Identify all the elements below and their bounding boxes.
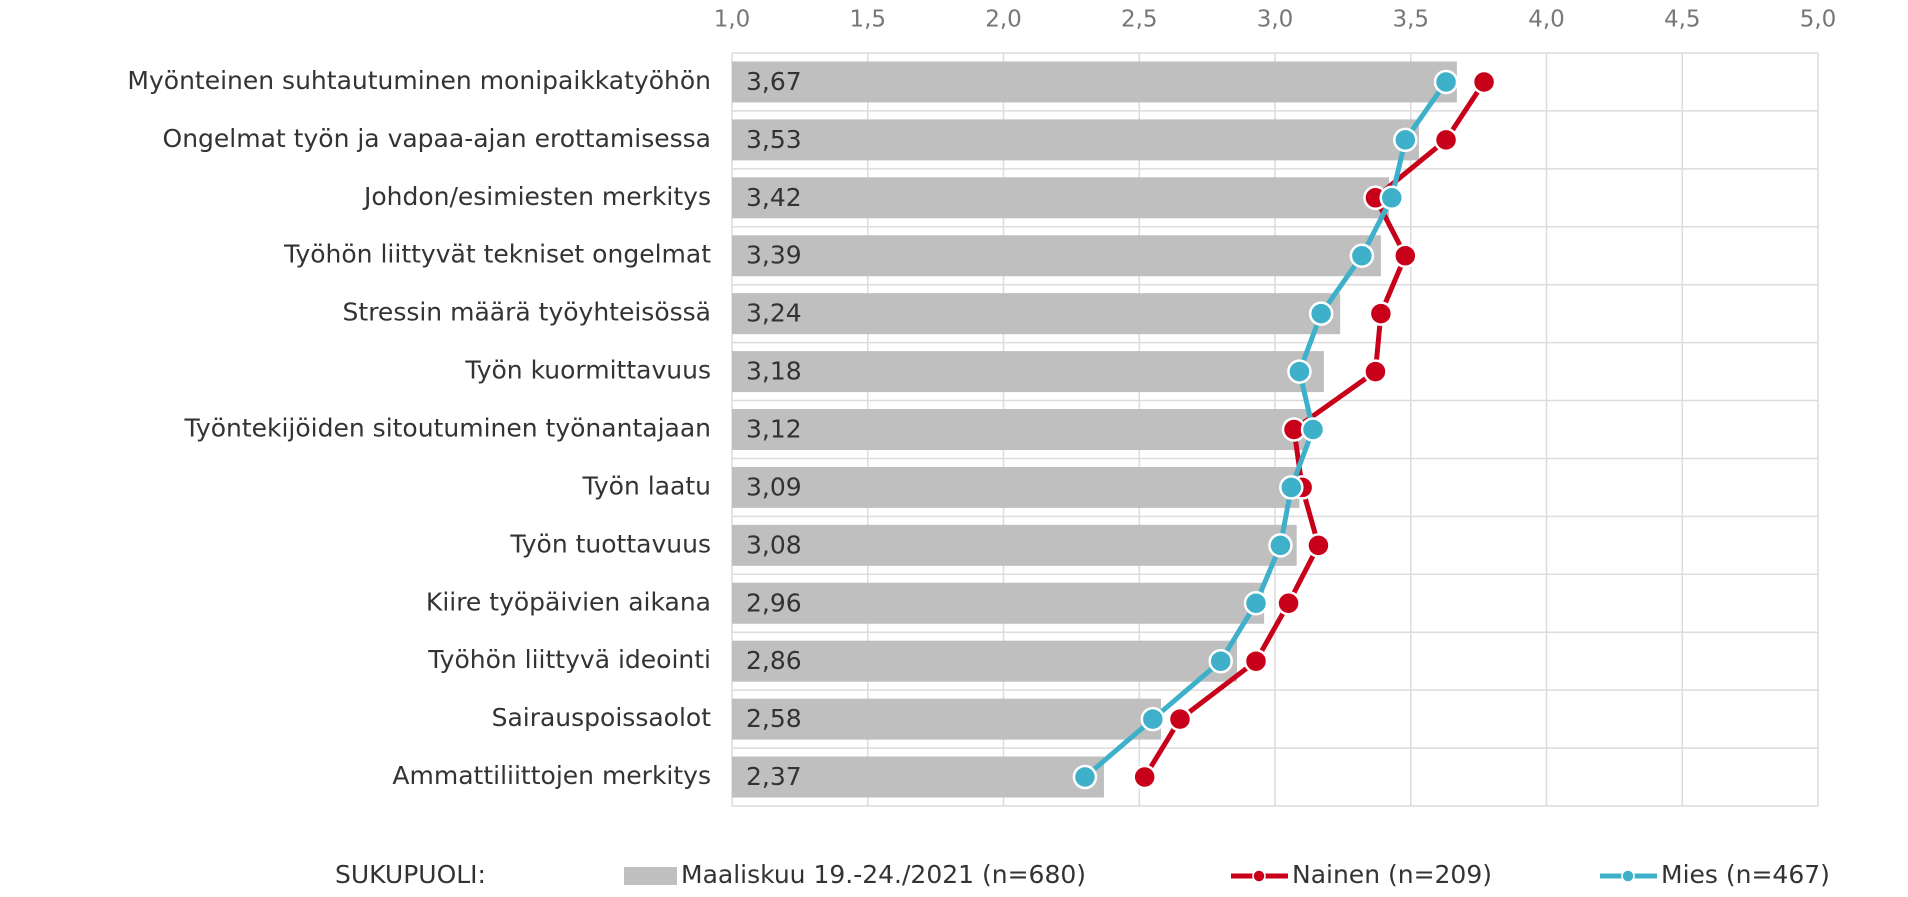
- marker: [1132, 764, 1157, 790]
- value-label: 3,67: [746, 67, 802, 96]
- y-tick-label: Johdon/esimiesten merkitys: [362, 182, 711, 211]
- value-label: 2,86: [746, 646, 802, 675]
- marker: [1363, 359, 1388, 384]
- value-label: 2,58: [746, 704, 802, 733]
- bar: [732, 293, 1341, 335]
- bar: [732, 235, 1381, 277]
- marker: [1349, 243, 1375, 268]
- y-tick-label: Työntekijöiden sitoutuminen työnantajaan: [184, 414, 711, 443]
- value-label: 3,39: [746, 241, 802, 270]
- x-tick-label: 3,0: [1257, 7, 1294, 33]
- y-tick-label: Työn laatu: [582, 471, 712, 500]
- marker: [1471, 69, 1497, 95]
- marker: [1167, 706, 1193, 732]
- marker: [1287, 359, 1312, 384]
- bar: [732, 119, 1419, 161]
- marker: [1243, 648, 1269, 674]
- marker: [1300, 417, 1326, 442]
- bar: [732, 466, 1300, 508]
- marker: [1243, 591, 1269, 616]
- marker: [1393, 127, 1418, 153]
- x-tick-label: 2,5: [1121, 7, 1158, 33]
- x-tick-label: 4,0: [1528, 7, 1565, 33]
- legend-title: SUKUPUOLI:: [335, 860, 486, 889]
- legend-swatch: [1621, 869, 1635, 883]
- bar: [732, 582, 1265, 624]
- bar: [732, 177, 1390, 219]
- legend-label: Maaliskuu 19.-24./2021 (n=680): [681, 860, 1086, 889]
- value-label: 2,37: [746, 762, 802, 791]
- bar: [732, 756, 1104, 798]
- bar: [732, 524, 1297, 566]
- value-label: 3,09: [746, 472, 802, 501]
- x-tick-label: 2,0: [985, 7, 1022, 33]
- value-label: 3,12: [746, 415, 802, 444]
- y-tick-label: Työhön liittyvä ideointi: [427, 645, 711, 674]
- bar: [732, 61, 1457, 103]
- marker: [1276, 591, 1301, 616]
- marker: [1279, 475, 1304, 500]
- marker: [1140, 706, 1166, 732]
- y-tick-label: Kiire työpäivien aikana: [426, 587, 711, 616]
- bar: [732, 698, 1161, 740]
- legend-swatch: [1252, 869, 1266, 883]
- x-tick-label: 1,0: [714, 7, 751, 33]
- x-tick-label: 1,5: [849, 7, 886, 33]
- legend-label: Mies (n=467): [1661, 860, 1830, 889]
- value-label: 3,53: [746, 125, 802, 154]
- y-tick-label: Stressin määrä työyhteisössä: [343, 298, 711, 327]
- legend-swatch: [624, 867, 677, 885]
- marker: [1433, 127, 1459, 153]
- y-tick-label: Työhön liittyvät tekniset ongelmat: [283, 240, 711, 269]
- marker: [1379, 185, 1404, 211]
- x-tick-label: 3,5: [1392, 7, 1429, 33]
- value-label: 3,42: [746, 183, 802, 212]
- y-tick-label: Ongelmat työn ja vapaa-ajan erottamisess…: [163, 124, 711, 153]
- marker: [1306, 533, 1331, 558]
- y-tick-label: Työn kuormittavuus: [464, 356, 711, 385]
- marker: [1268, 533, 1293, 558]
- value-label: 3,08: [746, 530, 802, 559]
- y-tick-label: Ammattiliittojen merkitys: [392, 761, 711, 790]
- marker: [1433, 69, 1459, 95]
- bar: [732, 409, 1308, 450]
- x-tick-label: 4,5: [1664, 7, 1701, 33]
- marker: [1308, 301, 1334, 326]
- value-label: 3,18: [746, 357, 802, 386]
- marker: [1208, 648, 1233, 674]
- legend-label: Nainen (n=209): [1292, 860, 1492, 889]
- y-tick-label: Myönteinen suhtautuminen monipaikkatyöhö…: [127, 66, 711, 95]
- marker: [1368, 301, 1394, 326]
- y-tick-label: Työn tuottavuus: [509, 529, 711, 558]
- bar: [732, 351, 1324, 393]
- x-tick-label: 5,0: [1800, 7, 1837, 33]
- y-tick-label: Sairauspoissaolot: [492, 703, 712, 732]
- value-label: 3,24: [746, 299, 802, 328]
- marker: [1393, 243, 1418, 268]
- bar: [732, 640, 1237, 682]
- value-label: 2,96: [746, 588, 802, 617]
- marker: [1072, 764, 1098, 790]
